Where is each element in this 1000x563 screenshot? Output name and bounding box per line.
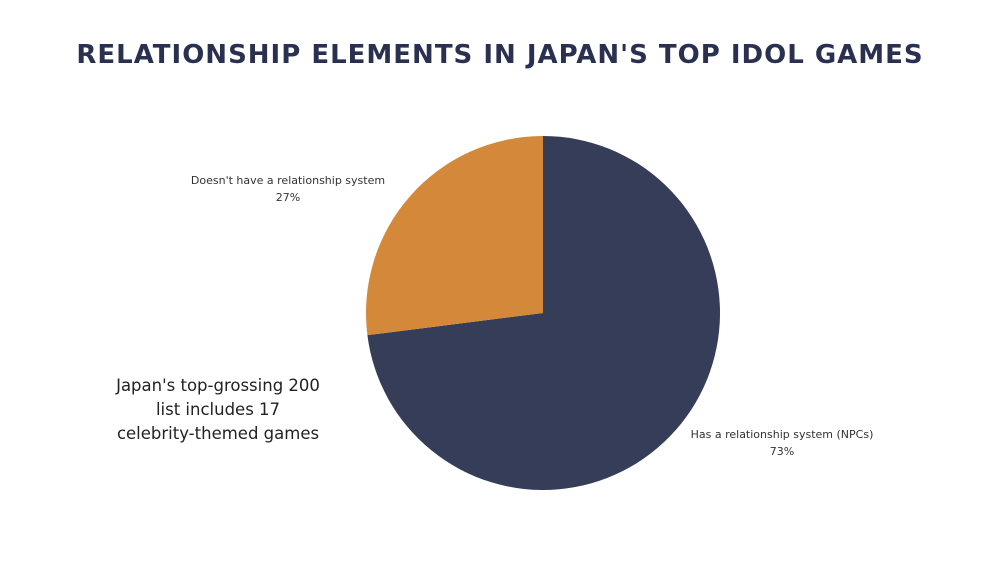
annotation-line: Japan's top-grossing 200 — [116, 376, 320, 395]
annotation-line: celebrity-themed games — [116, 424, 320, 443]
pie-labels: Has a relationship system (NPCs) 73% Doe… — [191, 174, 873, 458]
chart-title: RELATIONSHIP ELEMENTS IN JAPAN'S TOP IDO… — [76, 40, 924, 70]
pie-slices — [365, 136, 720, 490]
pie-slice-no-relationship — [365, 136, 543, 336]
annotation-line: list includes 17 — [155, 400, 281, 419]
annotation-note: Japan's top-grossing 200 list includes 1… — [108, 374, 328, 446]
slice-label-has-relationship: Has a relationship system (NPCs) — [691, 428, 874, 441]
pie-slice-has-relationship — [367, 136, 720, 490]
slice-value-has-relationship: 73% — [770, 445, 794, 458]
slice-label-no-relationship: Doesn't have a relationship system — [191, 174, 385, 187]
slice-value-no-relationship: 27% — [276, 191, 300, 204]
